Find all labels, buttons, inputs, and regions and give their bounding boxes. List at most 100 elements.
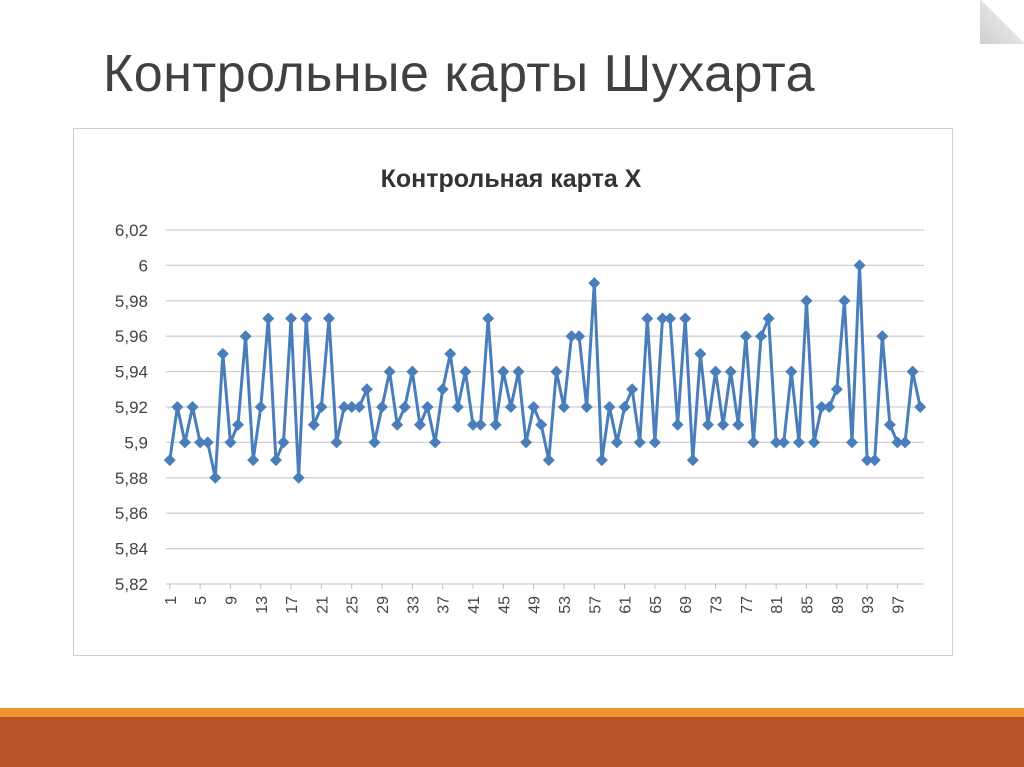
x-tick-label: 57 bbox=[587, 596, 604, 614]
data-point bbox=[186, 401, 199, 413]
data-point bbox=[209, 471, 222, 484]
y-tick-label: 5,98 bbox=[115, 292, 148, 311]
y-tick-label: 6,02 bbox=[115, 221, 148, 240]
y-tick-label: 5,94 bbox=[115, 363, 148, 382]
data-point bbox=[800, 294, 813, 307]
chart-title: Контрольная карта X bbox=[381, 165, 642, 193]
footer-bar bbox=[0, 717, 1024, 767]
data-point bbox=[899, 436, 912, 449]
data-point bbox=[603, 401, 616, 413]
data-point bbox=[527, 401, 540, 413]
data-point bbox=[436, 383, 449, 396]
data-point bbox=[201, 436, 214, 449]
data-point bbox=[656, 312, 669, 325]
data-point bbox=[444, 347, 457, 360]
data-point bbox=[247, 454, 260, 467]
data-point bbox=[216, 347, 229, 360]
x-tick-label: 9 bbox=[223, 596, 240, 605]
data-point bbox=[292, 471, 305, 484]
data-point bbox=[338, 401, 351, 413]
y-tick-label: 5,82 bbox=[115, 575, 148, 594]
data-point bbox=[830, 383, 843, 396]
data-point bbox=[232, 418, 245, 431]
x-tick-label: 37 bbox=[436, 596, 453, 614]
data-point bbox=[277, 436, 290, 449]
data-point bbox=[664, 312, 677, 325]
y-tick-label: 6 bbox=[139, 256, 148, 275]
x-tick-label: 69 bbox=[678, 596, 695, 614]
data-point bbox=[429, 436, 442, 449]
data-point bbox=[648, 436, 661, 449]
data-point bbox=[269, 454, 282, 467]
y-axis-ticks: 5,82 5,84 5,86 5,88 5,9 5,92 5,94 5,96 5,98 6 6,02 bbox=[115, 221, 148, 594]
data-point bbox=[588, 277, 601, 290]
data-point bbox=[345, 401, 358, 413]
footer-accent-stripe bbox=[0, 708, 1024, 717]
data-point bbox=[694, 347, 707, 360]
data-point bbox=[914, 401, 927, 413]
x-tick-label: 5 bbox=[193, 596, 210, 605]
data-point bbox=[891, 436, 904, 449]
data-point bbox=[535, 418, 548, 431]
x-tick-label: 17 bbox=[284, 596, 301, 614]
data-point bbox=[792, 436, 805, 449]
data-point bbox=[671, 418, 684, 431]
data-point bbox=[747, 436, 760, 449]
y-tick-label: 5,92 bbox=[115, 398, 148, 417]
data-point bbox=[285, 312, 298, 325]
y-tick-label: 5,9 bbox=[124, 433, 148, 452]
data-point bbox=[701, 418, 714, 431]
data-point bbox=[770, 436, 783, 449]
data-point bbox=[474, 418, 487, 431]
x-tick-label: 41 bbox=[466, 596, 483, 614]
data-point bbox=[861, 454, 874, 467]
data-point bbox=[391, 418, 404, 431]
data-point bbox=[777, 436, 790, 449]
data-point bbox=[300, 312, 313, 325]
x-tick-label: 85 bbox=[800, 596, 817, 614]
data-point bbox=[224, 436, 237, 449]
data-point bbox=[360, 383, 373, 396]
data-point bbox=[762, 312, 775, 325]
x-tick-label: 33 bbox=[405, 596, 422, 614]
data-point bbox=[732, 418, 745, 431]
data-point bbox=[823, 401, 836, 413]
data-point bbox=[504, 401, 517, 413]
data-point bbox=[520, 436, 533, 449]
data-point bbox=[421, 401, 434, 413]
data-point bbox=[413, 418, 426, 431]
x-tick-label: 77 bbox=[739, 596, 756, 614]
data-point bbox=[565, 330, 578, 343]
series bbox=[163, 259, 927, 484]
x-tick-label: 13 bbox=[254, 596, 271, 614]
data-point bbox=[322, 312, 335, 325]
data-point bbox=[739, 330, 752, 343]
y-tick-label: 5,88 bbox=[115, 469, 148, 488]
data-point bbox=[808, 436, 821, 449]
chart-frame: Контрольная карта X 5,82 5,84 5,86 5,88 5,9 5… bbox=[73, 128, 953, 656]
x-tick-label: 73 bbox=[709, 596, 726, 614]
data-point bbox=[307, 418, 320, 431]
data-point bbox=[239, 330, 252, 343]
data-point bbox=[883, 418, 896, 431]
data-point bbox=[686, 454, 699, 467]
data-point bbox=[383, 365, 396, 378]
data-point bbox=[845, 436, 858, 449]
data-point bbox=[755, 330, 768, 343]
data-point bbox=[557, 401, 570, 413]
x-tick-label: 61 bbox=[618, 596, 635, 614]
data-point bbox=[611, 436, 624, 449]
x-tick-label: 93 bbox=[860, 596, 877, 614]
y-tick-label: 5,84 bbox=[115, 540, 148, 559]
data-point bbox=[262, 312, 275, 325]
data-point bbox=[633, 436, 646, 449]
data-point bbox=[406, 365, 419, 378]
data-point bbox=[163, 454, 176, 467]
series-line bbox=[168, 263, 922, 480]
x-tick-label: 29 bbox=[375, 596, 392, 614]
data-point bbox=[785, 365, 798, 378]
data-point bbox=[906, 365, 919, 378]
data-point bbox=[254, 401, 267, 413]
data-point bbox=[466, 418, 479, 431]
data-point bbox=[376, 401, 389, 413]
